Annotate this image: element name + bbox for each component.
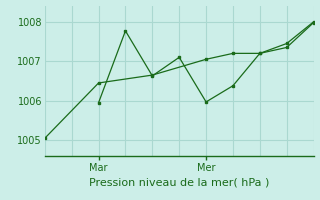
X-axis label: Pression niveau de la mer( hPa ): Pression niveau de la mer( hPa )	[89, 177, 269, 187]
